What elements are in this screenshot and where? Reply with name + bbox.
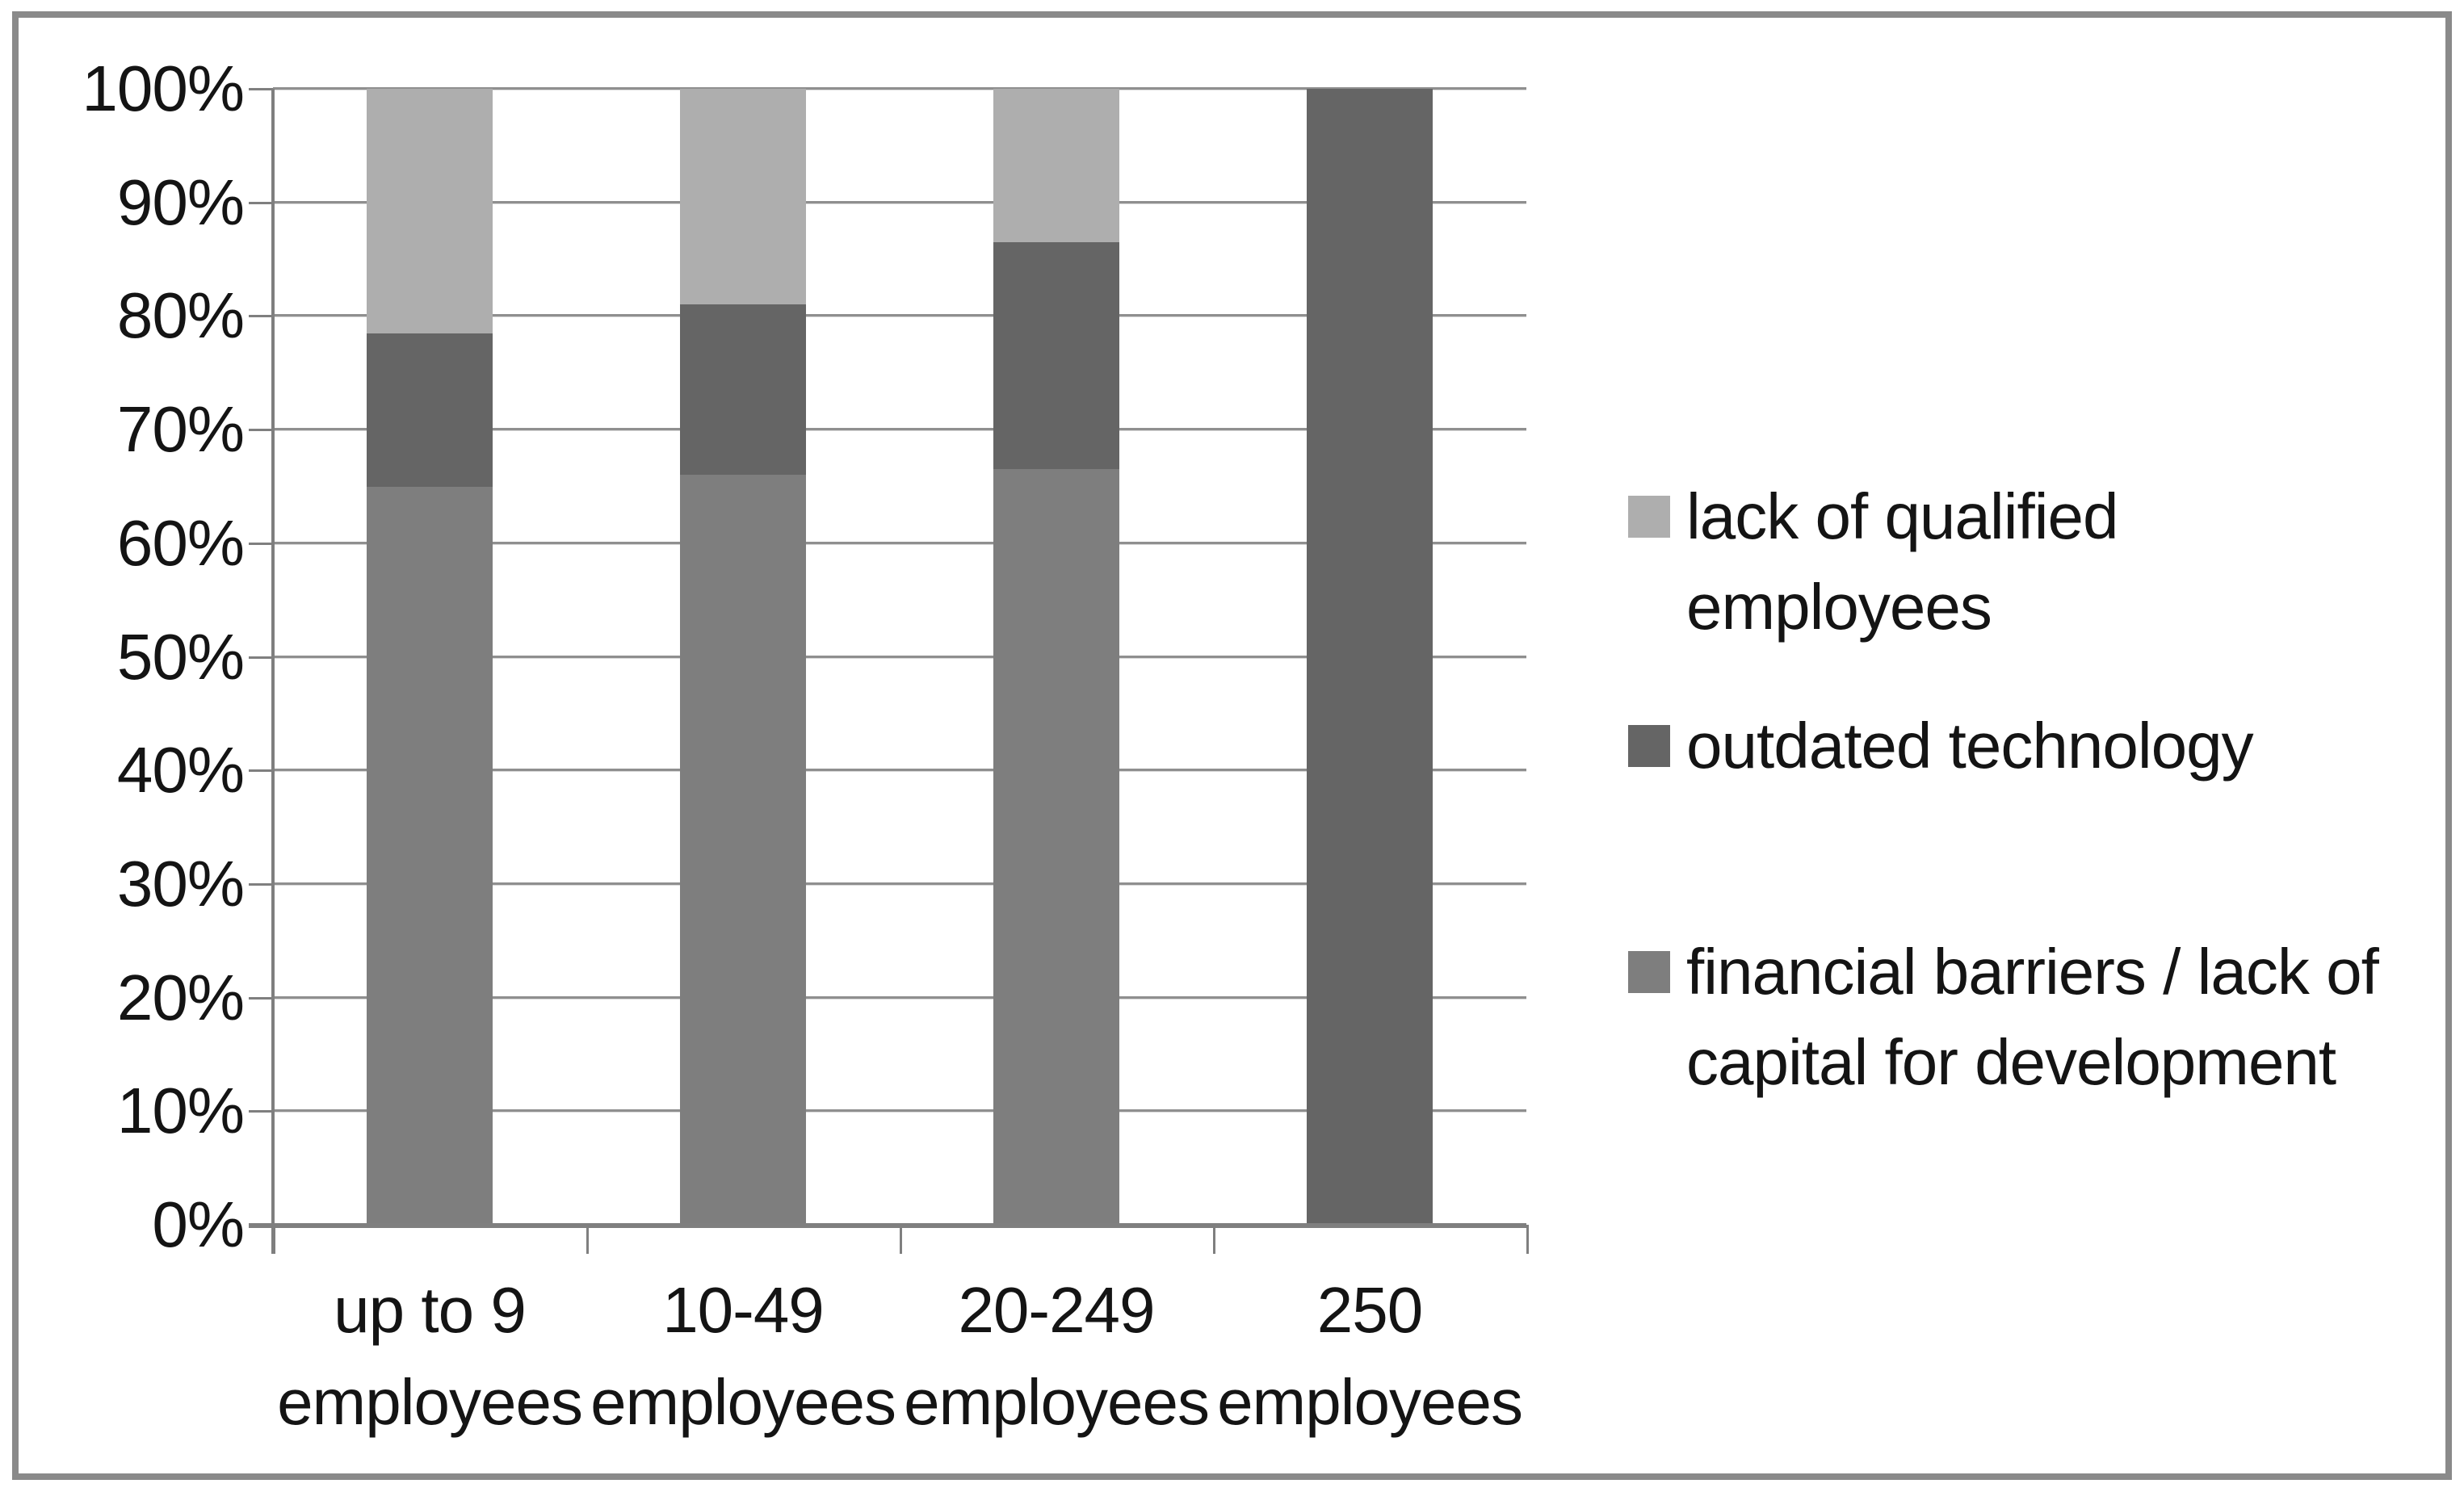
x-axis-tick [586,1225,589,1254]
legend-swatch [1628,496,1670,538]
bar-segment-financial-barriers [367,486,493,1225]
bar-segment-lack-of-qualified [680,89,806,304]
gridline [273,314,1526,317]
y-tick-label: 70% [116,393,245,465]
gridline [273,201,1526,204]
legend-label: lack of qualified employees [1686,480,2118,643]
x-axis-tick [1213,1225,1215,1254]
gridline [273,996,1526,1000]
y-axis-line [271,89,275,1254]
bar-segment-lack-of-qualified [993,89,1119,242]
x-category-label: 20-249 employees [904,1274,1210,1438]
y-tick-label: 20% [116,962,245,1033]
y-tick-label: 100% [82,52,245,124]
legend-swatch [1628,951,1670,993]
gridline [273,428,1526,431]
y-axis-tick [249,997,273,1000]
gridline [273,542,1526,545]
bar-segment-outdated-technology [680,304,806,475]
y-tick-label: 80% [116,279,245,351]
legend-label: financial barriers / lack of capital for… [1686,936,2379,1098]
x-category-label: 10-49 employees [590,1274,896,1438]
bar-segment-financial-barriers [993,469,1119,1225]
y-tick-label: 60% [116,507,245,579]
bar-segment-financial-barriers [680,475,806,1225]
y-tick-label: 10% [116,1075,245,1146]
y-axis-tick [249,315,273,317]
y-axis-tick [249,883,273,886]
bar-segment-outdated-technology [993,242,1119,469]
y-axis-tick [249,1110,273,1113]
bar-segment-outdated-technology [367,333,493,487]
y-tick-label: 0% [152,1188,245,1260]
gridline [273,769,1526,772]
x-axis-tick [900,1225,902,1254]
y-axis-tick [249,769,273,772]
y-axis-tick [249,543,273,545]
gridline [273,87,1526,90]
legend-swatch [1628,725,1670,767]
x-axis-tick [1526,1225,1529,1254]
x-category-label: up to 9 employees [277,1274,583,1438]
y-axis-tick [249,429,273,431]
gridline [273,656,1526,659]
bar-segment-lack-of-qualified [367,89,493,333]
y-tick-label: 40% [116,734,245,806]
x-category-label: 250 employees [1217,1274,1523,1438]
y-axis-tick [249,202,273,204]
y-tick-label: 90% [116,166,245,238]
y-tick-label: 50% [116,621,245,693]
y-axis-tick [249,656,273,659]
bar-segment-outdated-technology [1307,89,1433,1225]
x-axis-line [249,1223,1526,1228]
gridline [273,882,1526,886]
y-axis-tick [249,88,273,90]
legend-label: outdated technology [1686,710,2254,782]
y-tick-label: 30% [116,848,245,920]
gridline [273,1109,1526,1113]
